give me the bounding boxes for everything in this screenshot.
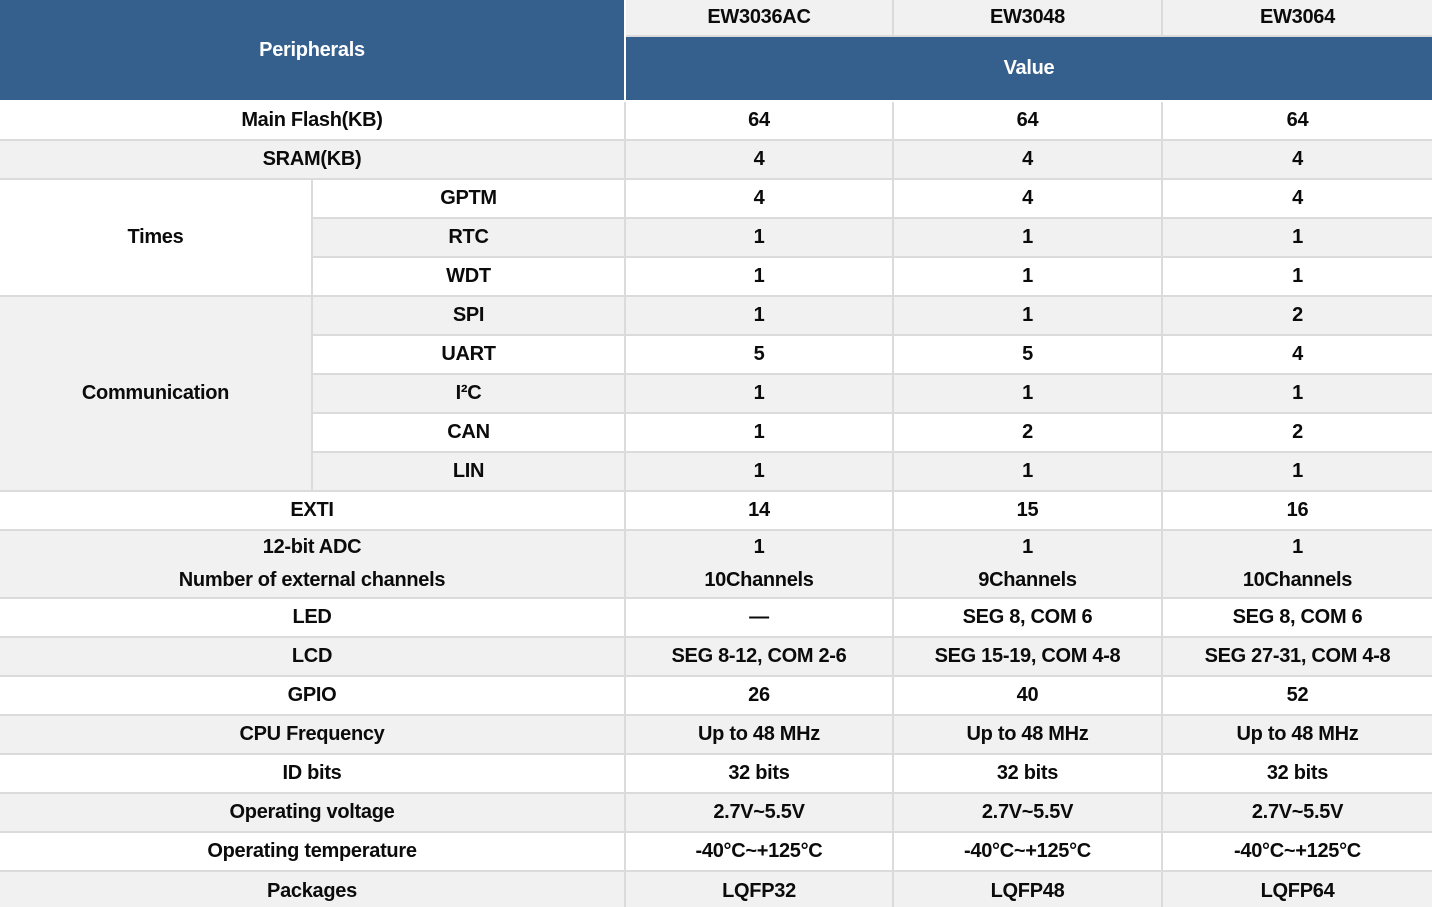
- value-cell: 4: [1161, 334, 1432, 375]
- value-cell: 5: [892, 334, 1163, 375]
- value-cell: 1: [1161, 373, 1432, 414]
- value-cell: 1: [892, 295, 1163, 336]
- value-cell: 4: [624, 178, 894, 219]
- value-cell: 64: [892, 100, 1163, 141]
- value-cell: 5: [624, 334, 894, 375]
- value-cell: 4: [1161, 178, 1432, 219]
- value-cell: 2: [1161, 412, 1432, 453]
- value-cell: 1: [892, 217, 1163, 258]
- row-label: Operating temperature: [0, 831, 626, 872]
- value-cell: 1 10Channels: [1161, 529, 1432, 599]
- value-cell: SEG 27-31, COM 4-8: [1161, 636, 1432, 677]
- value-cell: —: [624, 597, 894, 638]
- row-label: EXTI: [0, 490, 626, 531]
- value-cell: 1: [1161, 256, 1432, 297]
- value-cell: LQFP48: [892, 870, 1163, 907]
- value-cell: -40°C~+125°C: [892, 831, 1163, 872]
- value-cell: 64: [624, 100, 894, 141]
- value-cell: 15: [892, 490, 1163, 531]
- product-header: EW3036AC: [624, 0, 894, 37]
- sub-row-label: I²C: [311, 373, 626, 414]
- value-cell: 1 10Channels: [624, 529, 894, 599]
- value-cell: 4: [624, 139, 894, 180]
- row-label-adc: 12-bit ADC Number of external channels: [0, 529, 626, 599]
- row-label: Packages: [0, 870, 626, 907]
- row-label: ID bits: [0, 753, 626, 794]
- row-label: Main Flash(KB): [0, 100, 626, 141]
- value-cell: 14: [624, 490, 894, 531]
- group-label: Times: [0, 178, 313, 297]
- value-cell: Up to 48 MHz: [1161, 714, 1432, 755]
- value-cell: 40: [892, 675, 1163, 716]
- value-cell: 1: [624, 217, 894, 258]
- value-cell: 1: [1161, 217, 1432, 258]
- peripherals-header: Peripherals: [0, 0, 626, 102]
- row-label: Operating voltage: [0, 792, 626, 833]
- value-cell: Up to 48 MHz: [892, 714, 1163, 755]
- row-label: SRAM(KB): [0, 139, 626, 180]
- value-cell: 2: [892, 412, 1163, 453]
- value-cell: 1: [624, 256, 894, 297]
- sub-row-label: GPTM: [311, 178, 626, 219]
- sub-row-label: RTC: [311, 217, 626, 258]
- sub-row-label: CAN: [311, 412, 626, 453]
- value-cell: 1: [624, 412, 894, 453]
- value-cell: 2: [1161, 295, 1432, 336]
- group-label: Communication: [0, 295, 313, 492]
- value-cell: LQFP32: [624, 870, 894, 907]
- value-cell: SEG 8, COM 6: [1161, 597, 1432, 638]
- value-cell: 26: [624, 675, 894, 716]
- row-label: LCD: [0, 636, 626, 677]
- sub-row-label: UART: [311, 334, 626, 375]
- value-cell: Up to 48 MHz: [624, 714, 894, 755]
- value-cell: 2.7V~5.5V: [892, 792, 1163, 833]
- value-cell: 4: [1161, 139, 1432, 180]
- sub-row-label: WDT: [311, 256, 626, 297]
- value-cell: 16: [1161, 490, 1432, 531]
- value-cell: 32 bits: [624, 753, 894, 794]
- sub-row-label: LIN: [311, 451, 626, 492]
- value-cell: 2.7V~5.5V: [624, 792, 894, 833]
- product-header: EW3064: [1161, 0, 1432, 37]
- value-cell: 2.7V~5.5V: [1161, 792, 1432, 833]
- value-cell: 32 bits: [892, 753, 1163, 794]
- value-cell: -40°C~+125°C: [1161, 831, 1432, 872]
- value-cell: 1: [624, 373, 894, 414]
- value-cell: 64: [1161, 100, 1432, 141]
- value-cell: LQFP64: [1161, 870, 1432, 907]
- value-cell: SEG 15-19, COM 4-8: [892, 636, 1163, 677]
- value-cell: SEG 8, COM 6: [892, 597, 1163, 638]
- value-header: Value: [624, 35, 1432, 102]
- value-cell: 1: [1161, 451, 1432, 492]
- value-cell: 1: [892, 256, 1163, 297]
- row-label: GPIO: [0, 675, 626, 716]
- value-cell: 4: [892, 139, 1163, 180]
- value-cell: 4: [892, 178, 1163, 219]
- value-cell: 32 bits: [1161, 753, 1432, 794]
- value-cell: 1: [624, 295, 894, 336]
- product-header: EW3048: [892, 0, 1163, 37]
- row-label: LED: [0, 597, 626, 638]
- value-cell: 1: [892, 451, 1163, 492]
- value-cell: 1: [892, 373, 1163, 414]
- value-cell: -40°C~+125°C: [624, 831, 894, 872]
- value-cell: 1 9Channels: [892, 529, 1163, 599]
- value-cell: 52: [1161, 675, 1432, 716]
- value-cell: SEG 8-12, COM 2-6: [624, 636, 894, 677]
- value-cell: 1: [624, 451, 894, 492]
- row-label: CPU Frequency: [0, 714, 626, 755]
- sub-row-label: SPI: [311, 295, 626, 336]
